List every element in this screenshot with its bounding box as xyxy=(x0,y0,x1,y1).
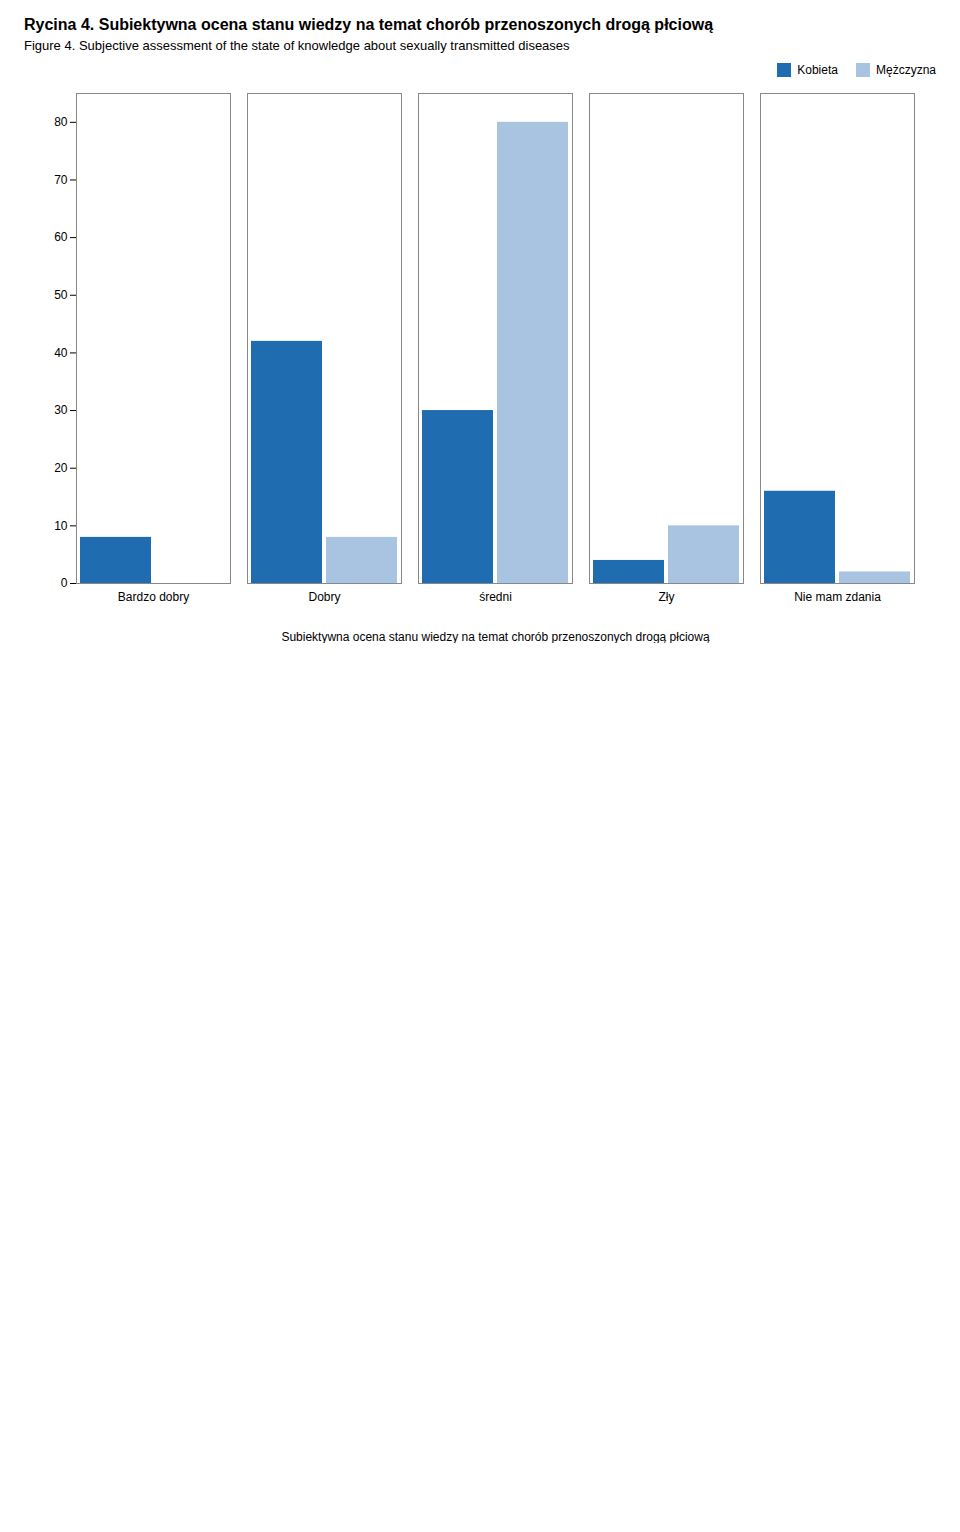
svg-text:średni: średni xyxy=(479,590,512,604)
svg-text:Nie mam zdania: Nie mam zdania xyxy=(794,590,881,604)
svg-text:Bardzo dobry: Bardzo dobry xyxy=(118,590,189,604)
svg-text:Subiektywna ocena stanu wiedzy: Subiektywna ocena stanu wiedzy na temat … xyxy=(281,630,710,644)
svg-text:Dobry: Dobry xyxy=(308,590,340,604)
svg-text:30: 30 xyxy=(54,403,68,417)
html-text:Mężczyzna: Mężczyzna xyxy=(876,63,936,77)
svg-text:20: 20 xyxy=(54,461,68,475)
svg-text:0: 0 xyxy=(61,576,68,590)
svg-text:50: 50 xyxy=(54,288,68,302)
html-text:Rycina 4. Subiektywna ocena st: Rycina 4. Subiektywna ocena stanu wiedzy… xyxy=(24,16,713,33)
html-text:Kobieta: Kobieta xyxy=(797,63,838,77)
svg-text:40: 40 xyxy=(54,346,68,360)
svg-text:80: 80 xyxy=(54,115,68,129)
svg-text:70: 70 xyxy=(54,173,68,187)
svg-text:Zły: Zły xyxy=(659,590,675,604)
svg-text:60: 60 xyxy=(54,230,68,244)
svg-text:10: 10 xyxy=(54,519,68,533)
html-text:Figure 4. Subjective assessmen: Figure 4. Subjective assessment of the s… xyxy=(24,38,570,53)
